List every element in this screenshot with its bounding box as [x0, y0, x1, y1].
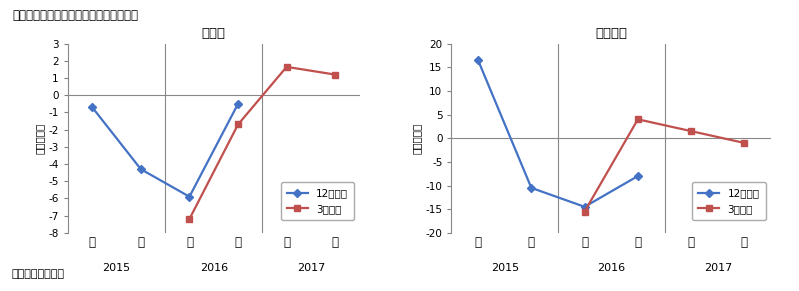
Text: 2017: 2017 [704, 263, 732, 273]
Text: （出所）日銀短観: （出所）日銀短観 [12, 269, 65, 279]
Y-axis label: 前年度比％: 前年度比％ [34, 123, 45, 154]
Text: 資料１　大企楮の売上高と経常利益計画: 資料１ 大企楮の売上高と経常利益計画 [12, 9, 138, 22]
Title: 売上高: 売上高 [201, 27, 226, 40]
Legend: 12月短観, 3月短観: 12月短観, 3月短観 [280, 182, 354, 220]
Text: 2017: 2017 [296, 263, 325, 273]
Text: 2016: 2016 [597, 263, 626, 273]
Legend: 12月短観, 3月短観: 12月短観, 3月短観 [692, 182, 765, 220]
Text: 2016: 2016 [200, 263, 228, 273]
Text: 2015: 2015 [102, 263, 130, 273]
Title: 経常利益: 経常利益 [595, 27, 627, 40]
Y-axis label: 前年度比％: 前年度比％ [411, 123, 421, 154]
Text: 2015: 2015 [491, 263, 519, 273]
